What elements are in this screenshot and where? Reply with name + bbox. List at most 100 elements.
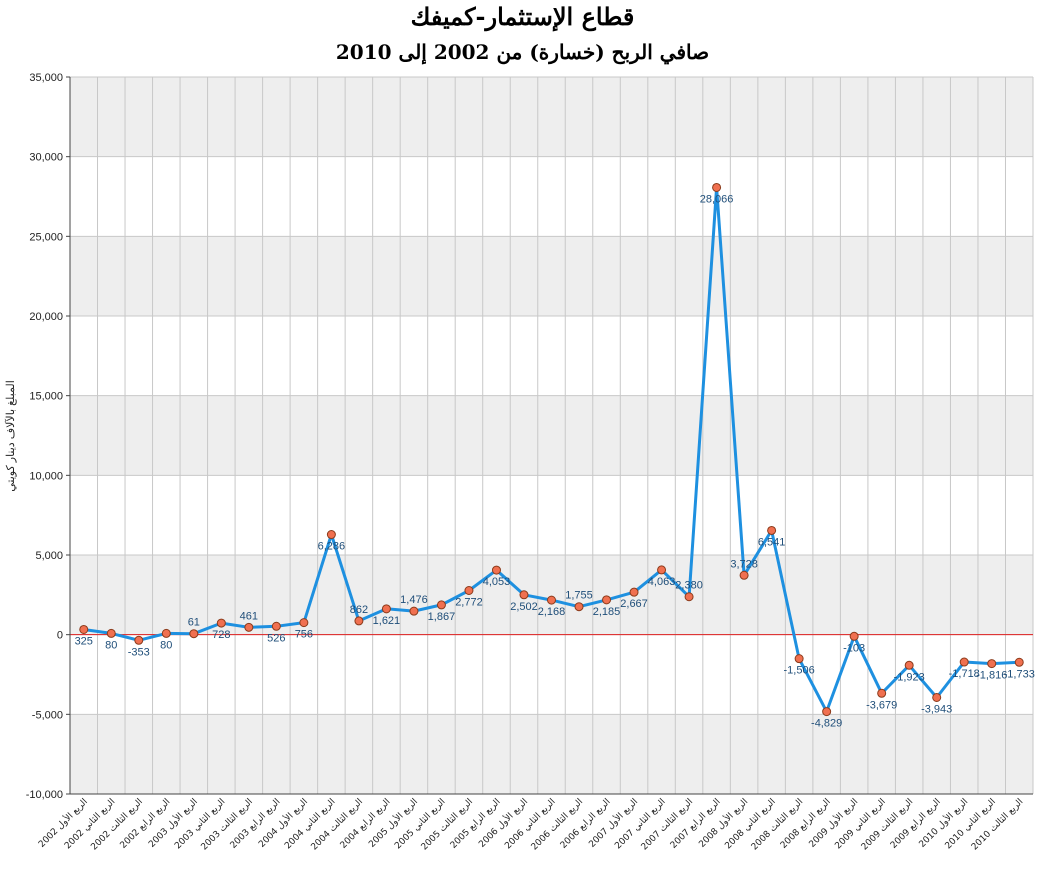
data-label: -1,506 <box>784 665 815 677</box>
data-label: 6,286 <box>318 541 346 553</box>
data-label: -1,733 <box>1004 668 1035 680</box>
x-tick-label: الربع الرابع 2006 <box>559 797 613 851</box>
data-label: -1,718 <box>949 668 980 680</box>
data-point <box>822 707 832 717</box>
x-tick-label: الربع الثاني 2007 <box>613 797 667 851</box>
x-tick-label: الربع الرابع 2009 <box>889 797 943 851</box>
data-label: 2,380 <box>675 580 703 592</box>
data-point <box>932 692 942 702</box>
grid-band <box>70 395 1033 476</box>
data-label: 2,185 <box>593 606 621 618</box>
data-point <box>464 585 474 595</box>
data-point <box>712 182 722 192</box>
data-point <box>987 659 997 669</box>
data-label: 526 <box>267 632 285 644</box>
x-tick-label: الربع الأول 2007 <box>586 796 640 850</box>
data-point <box>519 590 529 600</box>
data-label: 325 <box>75 635 93 647</box>
data-point <box>79 624 89 634</box>
data-label: 2,502 <box>510 601 538 613</box>
x-tick-label: الربع الأول 2003 <box>146 796 200 850</box>
y-tick-label: 5,000 <box>35 550 63 562</box>
chart-subtitle: صافي الربح (خسارة) من 2002 إلى 2010 <box>335 40 710 64</box>
data-label: 756 <box>295 629 313 641</box>
data-point <box>767 525 777 535</box>
x-tick-label: الربع الأول 2010 <box>916 796 970 850</box>
data-label: 28,066 <box>700 193 734 205</box>
x-tick-label: الربع الثاني 2009 <box>833 797 887 851</box>
data-point <box>106 628 116 638</box>
data-label: 80 <box>160 639 172 651</box>
x-tick-label: الربع الثاني 2010 <box>944 797 998 851</box>
data-label: 3,728 <box>730 558 758 570</box>
data-label: 1,755 <box>565 590 593 602</box>
data-label: 61 <box>188 617 200 629</box>
data-point <box>574 602 584 612</box>
data-point <box>959 657 969 667</box>
y-tick-label: 15,000 <box>29 391 63 403</box>
x-tick-label: الربع الرابع 2007 <box>669 797 723 851</box>
data-point <box>849 631 859 641</box>
data-point <box>299 618 309 628</box>
data-label: 1,867 <box>428 611 456 623</box>
data-point <box>326 530 336 540</box>
data-label: 862 <box>350 604 368 616</box>
data-label: 6,541 <box>758 536 786 548</box>
y-tick-label: 25,000 <box>29 231 63 243</box>
x-tick-label: الربع الرابع 2008 <box>779 797 833 851</box>
data-point <box>161 628 171 638</box>
data-label: -3,679 <box>866 699 897 711</box>
data-label: 1,621 <box>373 615 401 627</box>
x-tick-label: الربع الأول 2005 <box>366 796 420 850</box>
data-point <box>739 570 749 580</box>
y-tick-label: 20,000 <box>29 311 63 323</box>
data-label: 2,772 <box>455 596 483 608</box>
data-label: 4,053 <box>483 576 511 588</box>
data-label: 2,168 <box>538 606 566 618</box>
y-tick-label: -5,000 <box>32 709 63 721</box>
data-point <box>877 688 887 698</box>
data-label: 80 <box>105 639 117 651</box>
x-tick-label: الربع الثاني 2008 <box>723 797 777 851</box>
grid-band <box>70 714 1033 794</box>
y-tick-label: 0 <box>57 630 63 642</box>
data-label: -1,923 <box>894 671 925 683</box>
data-point <box>216 618 226 628</box>
data-point <box>436 600 446 610</box>
x-tick-label: الربع الثالث 2010 <box>970 797 1025 852</box>
data-label: 4,063 <box>648 576 676 588</box>
data-label: -4,829 <box>811 718 842 730</box>
data-point <box>244 622 254 632</box>
data-label: -103 <box>843 642 865 654</box>
data-point <box>271 621 281 631</box>
x-tick-label: الربع الأول 2004 <box>256 796 310 850</box>
y-tick-label: 10,000 <box>29 470 63 482</box>
x-tick-label: الربع الرابع 2004 <box>339 797 393 851</box>
x-tick-label: الربع الثاني 2003 <box>173 797 227 851</box>
data-point <box>684 592 694 602</box>
data-point <box>491 565 501 575</box>
x-tick-label: الربع الثاني 2005 <box>393 797 447 851</box>
data-point <box>602 595 612 605</box>
data-point <box>794 654 804 664</box>
chart-title: قطاع الإستثمار-كميفك <box>410 2 635 31</box>
grid-band <box>70 555 1033 635</box>
data-point <box>409 606 419 616</box>
x-tick-label: الربع الأول 2006 <box>476 796 530 850</box>
data-label: 461 <box>240 610 258 622</box>
data-point <box>629 587 639 597</box>
x-tick-label: الربع الثاني 2002 <box>63 797 117 851</box>
y-tick-label: 35,000 <box>29 72 63 84</box>
data-point <box>1014 657 1024 667</box>
x-tick-label: الربع الأول 2008 <box>696 796 750 850</box>
grid-band <box>70 77 1033 157</box>
y-tick-label: -10,000 <box>26 789 63 801</box>
data-label: -3,943 <box>921 703 952 715</box>
x-tick-label: الربع الرابع 2005 <box>449 797 503 851</box>
x-tick-label: الربع الأول 2002 <box>36 796 90 850</box>
data-point <box>547 595 556 605</box>
x-tick-label: الربع الثاني 2004 <box>283 797 337 851</box>
x-tick-label: الربع الأول 2009 <box>806 796 860 850</box>
data-point <box>134 635 144 645</box>
x-tick-label: الربع الثاني 2006 <box>503 797 557 851</box>
